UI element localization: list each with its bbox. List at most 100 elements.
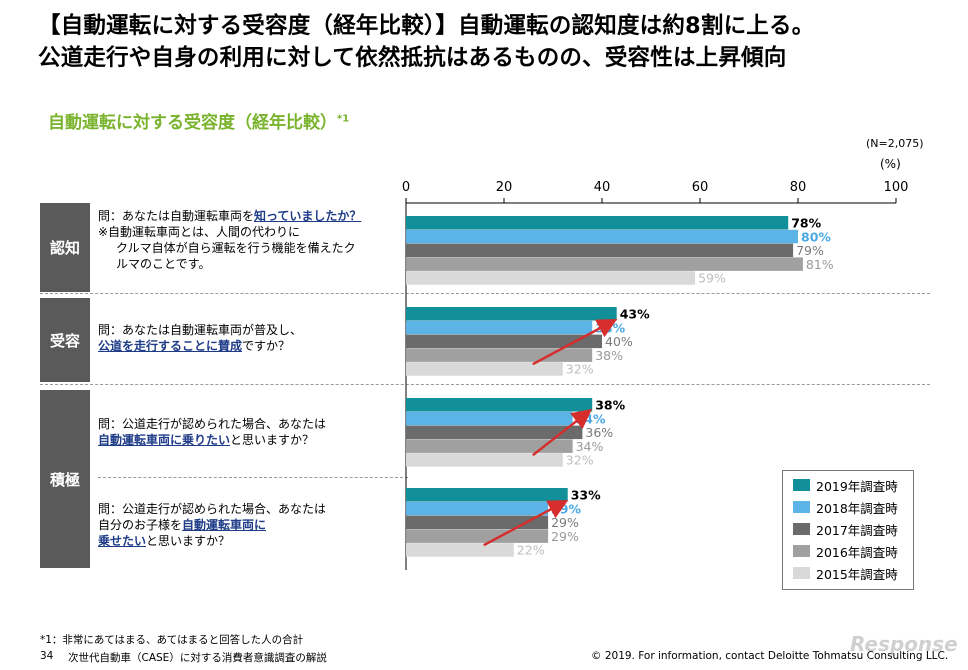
data-label: 40% (605, 334, 633, 349)
q4-text-mid: 自分のお子様を (98, 518, 183, 532)
bar-1-4 (406, 362, 563, 376)
question-4: 問：公道走行が認められた場合、あなたは 自分のお子様を自動運転車両に 乗せたいと… (98, 501, 326, 549)
chart-subtitle: 自動運転に対する受容度（経年比較）*1 (48, 108, 349, 133)
data-label: 32% (566, 362, 594, 377)
trend-arrow (483, 499, 569, 547)
bar-0-3 (406, 257, 803, 271)
footnote-marker: *1 (337, 113, 350, 125)
bar-3-4 (406, 543, 514, 557)
bar-2-0 (406, 398, 593, 412)
data-label: 59% (698, 271, 726, 286)
data-label: 81% (806, 257, 834, 272)
trend-arrow (532, 408, 593, 457)
data-label: 43% (620, 307, 650, 322)
question-2: 問：あなたは自動運転車両が普及し、 公道を走行することに賛成ですか？ (98, 322, 302, 354)
x-tick-label: 0 (401, 180, 411, 195)
q4-text: 問：公道走行が認められた場合、あなたは (98, 502, 327, 516)
data-label: 32% (566, 453, 594, 468)
page-number: 34 (40, 650, 54, 662)
q4-highlight: 自動運転車両に (182, 518, 267, 532)
legend-label: 2015年調査時 (816, 566, 898, 582)
q1-note-line: クルマ自体が自ら運転を行う機能を備えたク (116, 241, 356, 255)
legend-label: 2018年調査時 (816, 500, 898, 516)
category-sekkyoku: 積極 (40, 390, 90, 568)
x-tick-label: 20 (495, 180, 513, 195)
watermark: Response (850, 632, 958, 656)
bar-3-1 (406, 501, 549, 516)
q1-text: 問：あなたは自動運転車両を (98, 209, 255, 223)
question-1: 問：あなたは自動運転車両を知っていましたか？ ※自動運転車両とは、人間の代わりに… (98, 208, 361, 272)
chart-subtitle-text: 自動運転に対する受容度（経年比較） (48, 113, 337, 133)
bar-2-2 (406, 425, 583, 440)
unit-label: (%) (880, 157, 901, 171)
bar-0-2 (406, 243, 794, 258)
x-tick-label: 60 (691, 180, 709, 195)
q1-note-line: ルマのことです。 (116, 257, 211, 271)
x-tick-label: 80 (789, 180, 807, 195)
data-label: 33% (571, 488, 601, 503)
bar-2-3 (406, 439, 573, 453)
group-separator (40, 293, 930, 294)
legend-item: 2015年調査時 (793, 564, 898, 582)
q2-text: 問：あなたは自動運転車両が普及し、 (98, 323, 303, 337)
q3-text-end: と思いますか？ (230, 433, 315, 447)
q2-text-end: ですか？ (242, 339, 291, 353)
data-label: 38% (595, 348, 623, 363)
legend-label: 2019年調査時 (816, 478, 898, 494)
legend-label: 2017年調査時 (816, 522, 898, 538)
headline-line-1: 【自動運転に対する受容度（経年比較）】自動運転の認知度は約8割に上る。 (38, 13, 815, 39)
bar-2-4 (406, 453, 563, 467)
q4-text-end: と思いますか？ (146, 534, 231, 548)
bar-3-0 (406, 488, 568, 502)
x-tick-label: 100 (883, 180, 909, 195)
copyright: © 2019. For information, contact Deloitt… (591, 650, 949, 662)
bar-1-0 (406, 307, 617, 321)
x-tick-label: 40 (593, 180, 611, 195)
legend-swatch (793, 479, 810, 491)
trend-arrow (532, 318, 618, 366)
footnote: *1：非常にあてはまる、あてはまると回答した人の合計 (40, 634, 304, 646)
legend-item: 2017年調査時 (793, 520, 898, 538)
data-label: 80% (801, 229, 831, 244)
legend-label: 2016年調査時 (816, 544, 898, 560)
legend-swatch (793, 545, 810, 557)
data-label: 38% (595, 398, 625, 413)
q1-highlight: 知っていましたか？ (254, 209, 362, 223)
q3-text: 問：公道走行が認められた場合、あなたは (98, 417, 327, 431)
data-label: 36% (585, 425, 613, 440)
chart-legend: 2019年調査時 2018年調査時 2017年調査時 2016年調査時 2015… (782, 470, 914, 590)
data-label: 29% (551, 529, 579, 544)
group-separator (40, 384, 930, 385)
q2-highlight: 公道を走行することに賛成 (98, 339, 243, 353)
q4-highlight: 乗せたい (98, 534, 147, 548)
group-separator (98, 477, 408, 478)
bar-3-3 (406, 529, 549, 543)
bar-3-2 (406, 515, 549, 530)
data-label: 22% (517, 543, 545, 558)
data-label: 34% (576, 439, 604, 454)
legend-swatch (793, 523, 810, 535)
bar-0-4 (406, 271, 696, 285)
sample-size-note: (N=2,075) (866, 137, 924, 150)
bar-1-1 (406, 320, 593, 335)
bar-1-3 (406, 348, 593, 362)
legend-swatch (793, 501, 810, 513)
document-title: 次世代自動車（CASE）に対する消費者意識調査の解説 (68, 652, 327, 664)
data-label: 29% (551, 501, 581, 516)
legend-swatch (793, 567, 810, 579)
data-label: 29% (551, 515, 579, 530)
category-ninchi: 認知 (40, 203, 90, 292)
q1-note-line: ※自動運転車両とは、人間の代わりに (98, 225, 301, 239)
bar-0-1 (406, 229, 798, 244)
question-3: 問：公道走行が認められた場合、あなたは 自動運転車両に乗りたいと思いますか？ (98, 416, 326, 448)
q3-highlight: 自動運転車両に乗りたい (98, 433, 231, 447)
data-label: 78% (791, 216, 821, 231)
bar-2-1 (406, 411, 573, 426)
legend-item: 2019年調査時 (793, 476, 898, 494)
headline-line-2: 公道走行や自身の利用に対して依然抵抗はあるものの、受容性は上昇傾向 (38, 45, 787, 71)
data-label: 79% (796, 243, 824, 258)
legend-item: 2016年調査時 (793, 542, 898, 560)
category-juyou: 受容 (40, 298, 90, 382)
bar-0-0 (406, 216, 789, 230)
